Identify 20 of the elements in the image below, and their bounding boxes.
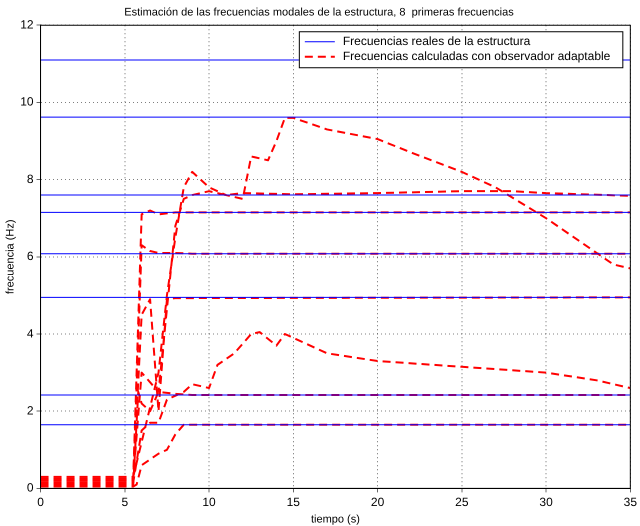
x-tick-label: 5 [121, 494, 128, 509]
legend-label: Frecuencias calculadas con observador adaptable [342, 49, 611, 64]
x-tick-label: 35 [624, 494, 638, 509]
x-tick-label: 0 [37, 494, 44, 509]
y-tick-label: 2 [26, 404, 34, 418]
x-tick-label: 10 [202, 494, 216, 509]
y-tick-label: 10 [20, 94, 34, 109]
legend-label: Frecuencias reales de la estructura [342, 34, 531, 48]
y-tick-label: 4 [26, 326, 34, 340]
y-tick-label: 12 [20, 18, 34, 32]
x-tick-label: 25 [455, 494, 469, 509]
x-tick-label: 20 [370, 494, 385, 509]
chart-title: Estimación de las frecuencias modales de la estructura, 8 primeras frecuencias [124, 6, 514, 19]
x-axis-title: tiempo (s) [310, 513, 360, 526]
y-axis-title: frecuencia (Hz) [4, 220, 17, 294]
y-tick-label: 6 [26, 249, 34, 264]
x-tick-label: 15 [286, 494, 300, 509]
x-tick-label: 30 [539, 494, 554, 509]
y-tick-label: 0 [26, 480, 34, 495]
y-tick-label: 8 [26, 172, 34, 186]
